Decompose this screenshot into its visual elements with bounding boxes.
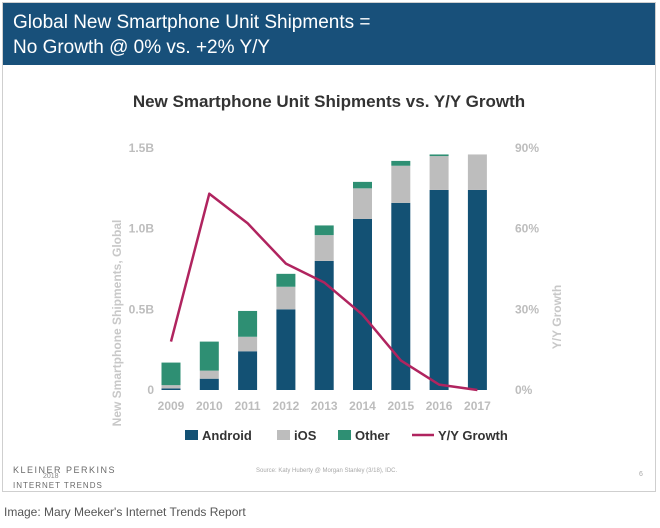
x-tick-label: 2015 bbox=[387, 399, 414, 413]
y-axis-label-right: Y/Y Growth bbox=[550, 285, 564, 349]
bar-android-2013 bbox=[314, 260, 334, 390]
y-tick-right: 30% bbox=[515, 302, 539, 316]
bar-other-2013 bbox=[314, 225, 334, 236]
bar-android-2014 bbox=[353, 218, 372, 390]
bar-other-2015 bbox=[391, 160, 411, 166]
legend-label: Other bbox=[355, 428, 390, 443]
bar-other-2012 bbox=[276, 273, 296, 287]
x-tick-label: 2013 bbox=[311, 399, 338, 413]
y-tick-left: 0.5B bbox=[129, 302, 155, 316]
chart-title: New Smartphone Unit Shipments vs. Y/Y Gr… bbox=[133, 92, 525, 111]
bar-ios-2016 bbox=[429, 156, 449, 190]
bar-ios-2017 bbox=[467, 154, 487, 190]
bar-ios-2014 bbox=[353, 188, 372, 219]
footer-brand: KLEINER PERKINS bbox=[13, 465, 117, 475]
bar-android-2016 bbox=[429, 189, 449, 390]
image-caption: Image: Mary Meeker's Internet Trends Rep… bbox=[4, 505, 246, 519]
legend-label: iOS bbox=[294, 428, 317, 443]
slide: Global New Smartphone Unit Shipments = N… bbox=[2, 2, 656, 492]
bar-ios-2011 bbox=[238, 336, 258, 352]
x-tick-label: 2014 bbox=[349, 399, 376, 413]
bar-android-2009 bbox=[161, 388, 181, 390]
x-tick-label: 2009 bbox=[158, 399, 185, 413]
bar-ios-2009 bbox=[161, 385, 181, 389]
legend-swatch-android bbox=[185, 430, 198, 440]
x-axis: 2009 2010 2011 2012 2013 2014 2015 2016 2017 bbox=[158, 399, 491, 413]
bar-ios-2013 bbox=[314, 235, 334, 261]
y-axis-label-left: New Smartphone Shipments, Global bbox=[110, 220, 124, 427]
bar-other-2010 bbox=[199, 341, 219, 371]
x-tick-label: 2010 bbox=[196, 399, 223, 413]
y-tick-right: 0% bbox=[515, 383, 533, 397]
y-tick-left: 1.5B bbox=[129, 141, 155, 155]
bar-other-2014 bbox=[353, 181, 372, 189]
bar-other-2009 bbox=[161, 362, 181, 386]
legend-swatch-other bbox=[338, 430, 351, 440]
header-banner: Global New Smartphone Unit Shipments = N… bbox=[3, 3, 655, 65]
bars bbox=[161, 154, 487, 390]
y-tick-left: 0 bbox=[147, 383, 154, 397]
bar-ios-2012 bbox=[276, 286, 296, 310]
bar-android-2011 bbox=[238, 351, 258, 390]
x-tick-label: 2016 bbox=[426, 399, 453, 413]
bar-android-2012 bbox=[276, 309, 296, 390]
bar-android-2017 bbox=[467, 189, 487, 390]
footer-brand-sub: INTERNET TRENDS bbox=[13, 481, 103, 490]
bar-android-2015 bbox=[391, 202, 411, 390]
x-tick-label: 2011 bbox=[235, 399, 261, 413]
source-note: Source: Katy Huberty @ Morgan Stanley (3… bbox=[256, 468, 398, 474]
legend: Android iOS Other Y/Y Growth bbox=[185, 428, 508, 443]
legend-swatch-ios bbox=[277, 430, 290, 440]
bar-other-2011 bbox=[238, 310, 258, 337]
y-axis-right: 0% 30% 60% 90% bbox=[515, 141, 539, 397]
legend-label: Android bbox=[202, 428, 252, 443]
growth-line bbox=[169, 192, 478, 392]
header-title-line-1: Global New Smartphone Unit Shipments = bbox=[13, 12, 371, 33]
chart: New Smartphone Unit Shipments vs. Y/Y Gr… bbox=[110, 92, 564, 443]
header-title-line-2: No Growth @ 0% vs. +2% Y/Y bbox=[13, 37, 271, 58]
y-axis-left: 0 0.5B 1.0B 1.5B bbox=[129, 141, 155, 397]
footer-year: 2018 bbox=[43, 473, 59, 480]
legend-label: Y/Y Growth bbox=[438, 428, 508, 443]
x-tick-label: 2012 bbox=[273, 399, 300, 413]
page-number: 6 bbox=[639, 471, 643, 478]
bar-android-2010 bbox=[199, 378, 219, 390]
bar-other-2016 bbox=[429, 154, 449, 157]
y-tick-right: 90% bbox=[515, 141, 539, 155]
y-tick-right: 60% bbox=[515, 222, 539, 236]
y-tick-left: 1.0B bbox=[129, 222, 155, 236]
bar-ios-2015 bbox=[391, 165, 411, 203]
x-tick-label: 2017 bbox=[464, 399, 491, 413]
bar-ios-2010 bbox=[199, 370, 219, 379]
